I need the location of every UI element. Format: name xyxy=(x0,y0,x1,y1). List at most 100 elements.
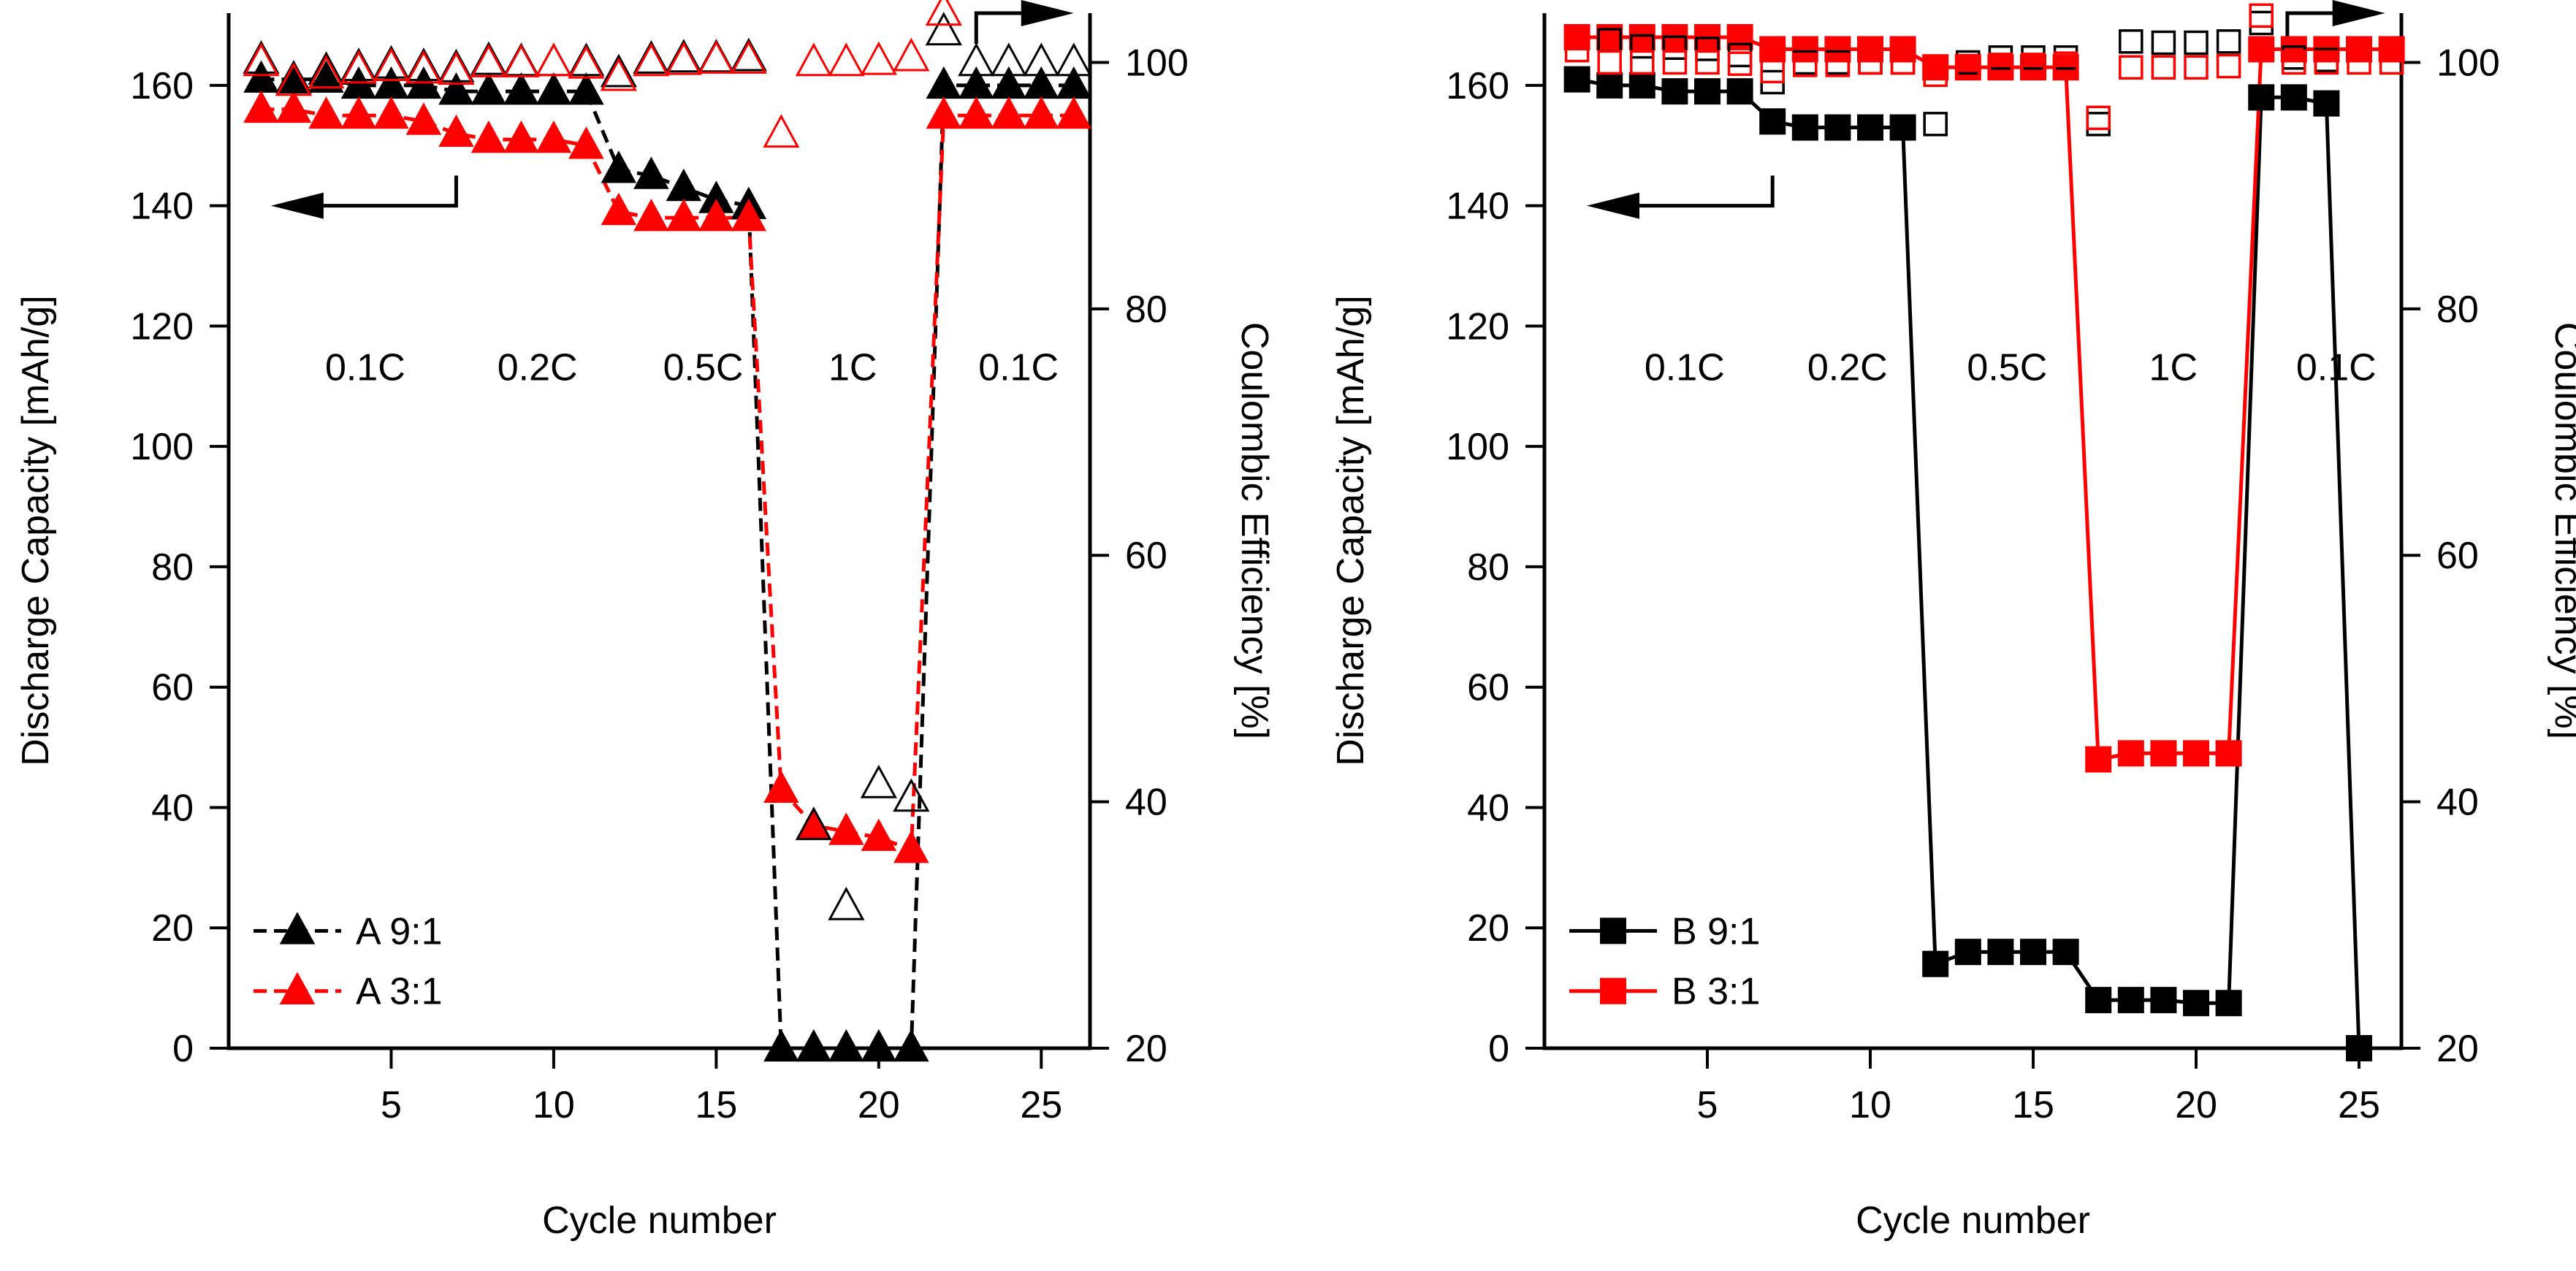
data-point-b-3-1-ce xyxy=(1988,53,2013,77)
rate-label: 1C xyxy=(828,347,877,389)
data-point-a-9-1-ce xyxy=(470,41,508,75)
data-point-a-9-1-ce xyxy=(828,886,865,920)
rate-label: 0.2C xyxy=(1807,347,1888,389)
data-point-b-3-1-ce xyxy=(2216,53,2241,79)
data-point-b-3-1-ce xyxy=(2184,55,2209,80)
data-point-a-3-1-ce xyxy=(308,55,345,89)
data-point-b-9-1-ce xyxy=(1630,34,1655,59)
data-point-b-3-1 xyxy=(1791,36,1818,63)
y2-tick-label: 80 xyxy=(1125,289,1167,331)
data-point-a-9-1 xyxy=(470,72,507,105)
legend-marker-icon xyxy=(279,972,316,1004)
y-tick-label: 0 xyxy=(172,1028,194,1070)
data-point-b-3-1-ce xyxy=(1727,51,1753,76)
data-point-b-9-1 xyxy=(2313,90,2340,117)
data-point-b-9-1 xyxy=(2150,987,2177,1014)
data-point-b-9-1-ce xyxy=(2151,30,2176,56)
data-point-a-9-1-ce xyxy=(1023,42,1060,77)
data-point-a-9-1 xyxy=(828,1028,864,1062)
x-tick-label: 5 xyxy=(1697,1084,1718,1126)
data-point-b-3-1 xyxy=(1922,54,1949,81)
y-tick-label: 60 xyxy=(1467,667,1509,709)
y-tick-label: 140 xyxy=(1446,186,1509,228)
data-point-a-9-1-ce xyxy=(730,37,767,72)
data-point-b-9-1 xyxy=(1759,108,1786,135)
data-point-a-9-1 xyxy=(893,1028,929,1062)
data-point-a-9-1 xyxy=(763,1028,799,1062)
data-point-a-9-1 xyxy=(926,66,962,99)
legend-label: A 3:1 xyxy=(356,971,443,1013)
data-point-b-9-1 xyxy=(2183,990,2210,1017)
data-point-a-3-1-ce xyxy=(275,62,313,96)
data-point-a-3-1 xyxy=(731,199,767,232)
legend-label: B 3:1 xyxy=(1672,971,1760,1013)
data-point-a-9-1-ce xyxy=(665,39,702,73)
data-point-b-3-1-ce xyxy=(2282,50,2306,75)
data-point-a-3-1 xyxy=(568,126,604,159)
rate-label: 0.1C xyxy=(1645,347,1725,389)
axis-pointer-left-arrow xyxy=(314,175,458,208)
legend-marker-icon xyxy=(1600,917,1626,944)
rate-label: 0.1C xyxy=(978,347,1059,389)
x-tick-label: 20 xyxy=(2175,1084,2217,1126)
y-tick-label: 40 xyxy=(151,787,194,829)
data-point-a-3-1-ce xyxy=(600,57,637,91)
data-point-a-3-1 xyxy=(861,818,897,851)
x-tick-label: 5 xyxy=(381,1084,402,1126)
data-point-b-3-1 xyxy=(2378,36,2405,63)
data-point-a-3-1-ce xyxy=(925,0,962,26)
data-point-a-3-1 xyxy=(601,192,637,226)
data-point-a-9-1-ce xyxy=(925,12,962,46)
x-tick-label: 10 xyxy=(1849,1084,1891,1126)
x-tick-label: 25 xyxy=(1020,1084,1062,1126)
data-point-a-3-1 xyxy=(243,90,279,123)
data-point-a-3-1 xyxy=(536,120,572,153)
data-point-b-9-1 xyxy=(2215,990,2242,1017)
data-point-b-3-1 xyxy=(2085,746,2112,773)
data-point-a-3-1 xyxy=(1024,96,1059,129)
data-point-a-3-1-ce xyxy=(633,42,670,77)
data-point-b-9-1 xyxy=(1563,66,1590,93)
x-tick-label: 15 xyxy=(2012,1084,2054,1126)
data-point-a-9-1-ce xyxy=(698,39,735,73)
data-point-a-9-1-ce xyxy=(438,48,475,83)
y2-tick-label: 20 xyxy=(2436,1028,2479,1070)
data-point-b-9-1 xyxy=(2052,939,2079,966)
data-point-a-3-1-ce xyxy=(405,50,443,84)
data-point-b-9-1 xyxy=(2085,987,2112,1014)
y-axis-label: Discharge Capacity [mAh/g] xyxy=(15,295,57,766)
data-point-b-3-1 xyxy=(1889,36,1916,63)
data-point-b-9-1-ce xyxy=(1662,35,1688,60)
data-point-a-3-1-ce xyxy=(243,42,280,77)
data-point-b-9-1-ce xyxy=(2184,30,2209,56)
data-point-a-9-1-ce xyxy=(503,42,540,77)
data-point-b-3-1 xyxy=(1628,23,1655,50)
y-tick-label: 100 xyxy=(130,426,194,468)
y2-axis-label: Coulombic Efficiency [%] xyxy=(1233,322,1276,739)
data-point-a-9-1 xyxy=(536,72,572,105)
data-point-a-9-1 xyxy=(666,168,702,202)
legend-label: A 9:1 xyxy=(356,910,443,953)
arrowhead-left-icon xyxy=(1586,192,1639,219)
arrowhead-left-icon xyxy=(270,192,324,219)
data-point-a-3-1-ce xyxy=(730,39,767,74)
data-point-b-9-1 xyxy=(1857,114,1884,141)
y2-tick-label: 20 xyxy=(1125,1028,1167,1070)
rate-label: 0.1C xyxy=(325,347,405,389)
data-point-b-9-1 xyxy=(2248,84,2275,111)
data-point-a-9-1 xyxy=(991,66,1026,99)
data-point-b-3-1 xyxy=(1824,36,1851,63)
data-point-a-3-1 xyxy=(340,96,377,129)
data-point-b-3-1-ce xyxy=(1923,62,1948,88)
data-point-a-3-1 xyxy=(698,199,734,232)
data-point-b-3-1-ce xyxy=(1695,50,1720,75)
y2-tick-label: 100 xyxy=(1125,42,1189,84)
data-point-a-3-1 xyxy=(633,199,669,232)
data-point-a-9-1 xyxy=(1056,66,1091,99)
data-point-a-9-1-ce xyxy=(243,39,280,74)
data-point-a-3-1-ce xyxy=(795,42,832,77)
data-point-a-9-1-ce xyxy=(308,51,345,85)
data-point-b-3-1-ce xyxy=(2314,50,2339,75)
y2-tick-label: 80 xyxy=(2436,289,2479,331)
data-point-b-9-1 xyxy=(1987,939,2014,966)
